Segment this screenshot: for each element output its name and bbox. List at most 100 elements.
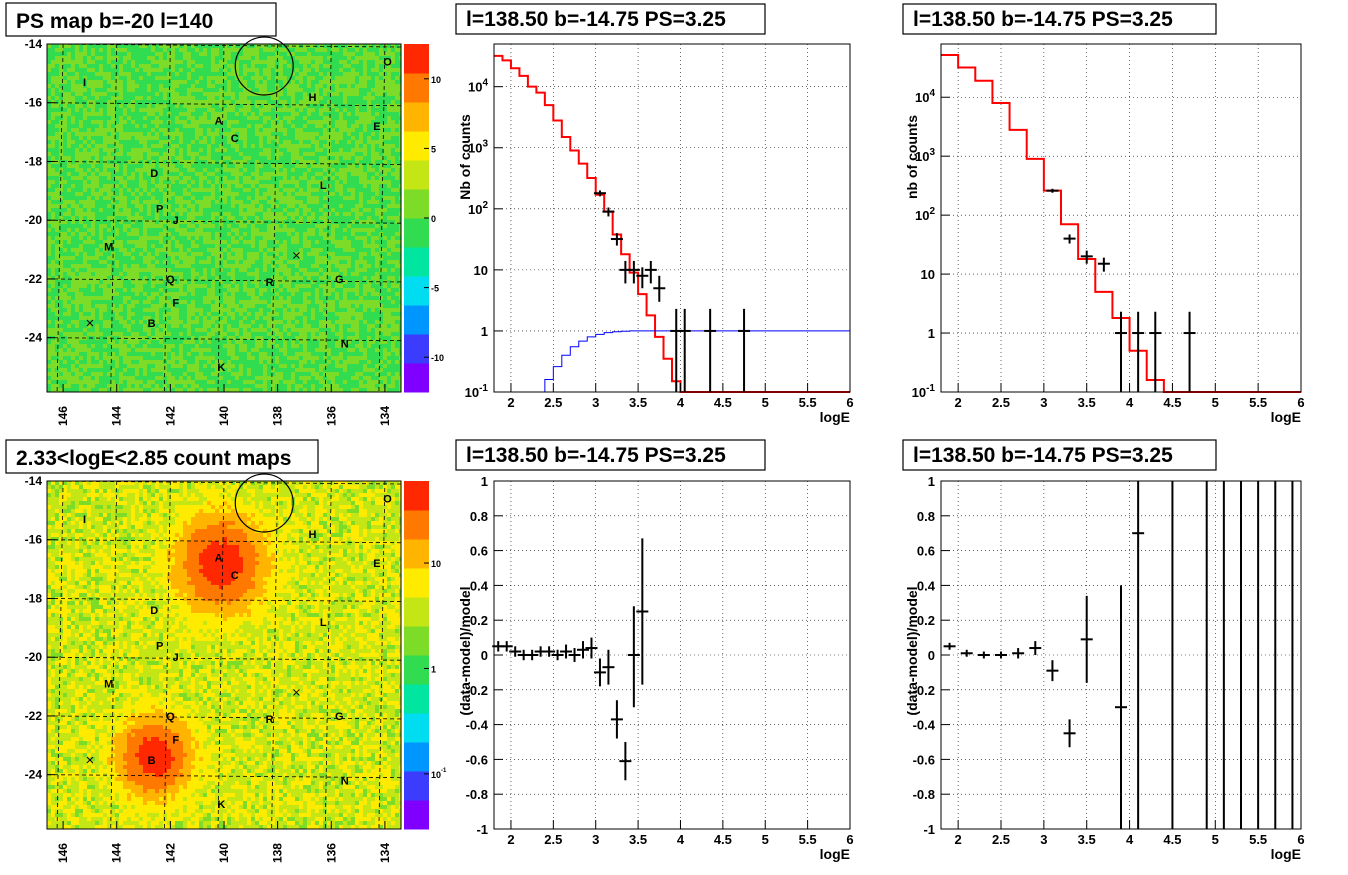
residual-left-data-point bbox=[627, 606, 640, 708]
colorbar-tick-label: 0 bbox=[431, 214, 436, 224]
source-label: K bbox=[217, 362, 225, 374]
residual-left-data-point bbox=[577, 641, 589, 659]
source-label: P bbox=[156, 640, 163, 652]
residual-left-data-point bbox=[526, 649, 539, 661]
colorbar-swatch bbox=[404, 334, 429, 364]
spectrum-right-title-box: l=138.50 b=-14.75 PS=3.25 bbox=[902, 3, 1217, 35]
source-label: M bbox=[104, 679, 113, 691]
residual-right-title-box: l=138.50 b=-14.75 PS=3.25 bbox=[902, 439, 1217, 471]
ps-map-title-box: PS map b=-20 l=140 bbox=[5, 2, 277, 37]
spectrum-right-x-tick-label: 2 bbox=[955, 395, 962, 410]
residual-left-x-tick-label: 2.5 bbox=[544, 832, 562, 847]
spectrum-right-panel: 2 2.5 3 3.5 4 4.5 5 5.5 6 10-1 1 10 102 103 104 logE nb … bbox=[904, 43, 1305, 425]
spectrum-right-x-tick-label: 6 bbox=[1297, 395, 1304, 410]
count-map-pixel-field bbox=[47, 481, 401, 829]
count-map-y-tick-label: -14 bbox=[25, 474, 43, 488]
source-label: A bbox=[215, 115, 223, 127]
colorbar-swatch bbox=[404, 626, 429, 656]
spectrum-left-x-tick-label: 2.5 bbox=[544, 395, 562, 410]
residual-right-y-axis-label: (data-model)/model bbox=[904, 586, 920, 715]
residual-left-title-box: l=138.50 b=-14.75 PS=3.25 bbox=[455, 439, 766, 471]
ps-map-x-tick-label: 136 bbox=[324, 406, 338, 426]
spectrum-left-data-point bbox=[653, 275, 666, 302]
colorbar-tick-label: 1 bbox=[431, 664, 436, 674]
colorbar-swatch bbox=[404, 771, 429, 801]
spectrum-left-y-tick-label: 1 bbox=[481, 324, 488, 339]
ps-map-y-tick-label: -20 bbox=[25, 213, 43, 227]
spectrum-right-x-tick-label: 3 bbox=[1040, 395, 1047, 410]
count-map-x-tick-label: 138 bbox=[271, 843, 285, 863]
spectrum-left-data-point bbox=[636, 267, 649, 289]
residual-right-y-tick-label: -0.4 bbox=[913, 718, 936, 733]
colorbar-swatch bbox=[404, 102, 429, 132]
residual-right-y-tick-label: 0.4 bbox=[917, 578, 936, 593]
ps-map-colorbar: 10 5 0 -5 -10 bbox=[404, 44, 444, 393]
colorbar-swatch bbox=[404, 218, 429, 248]
residual-right-y-tick-label: -1 bbox=[923, 822, 935, 837]
residual-right-x-tick-label: 4.5 bbox=[1163, 832, 1181, 847]
residual-right-data-point bbox=[960, 649, 973, 657]
residual-left-y-tick-label: -0.8 bbox=[466, 787, 488, 802]
spectrum-right-y-tick-label: 10 bbox=[921, 267, 935, 282]
spectrum-left-model-histogram bbox=[494, 54, 850, 393]
residual-left-x-tick-label: 4.5 bbox=[714, 832, 732, 847]
spectrum-left-x-tick-label: 4.5 bbox=[714, 395, 732, 410]
residual-left-data-point bbox=[560, 644, 573, 659]
spectrum-left-data-point bbox=[602, 207, 615, 217]
spectrum-left-y-axis-label: Nb of counts bbox=[457, 114, 473, 200]
colorbar-swatch bbox=[404, 510, 429, 540]
residual-right-y-tick-label: 0.6 bbox=[917, 544, 935, 559]
residual-left-y-tick-label: -0.2 bbox=[466, 683, 488, 698]
spectrum-right-x-tick-label: 5 bbox=[1212, 395, 1219, 410]
residual-right-y-tick-label: -0.8 bbox=[913, 787, 935, 802]
colorbar-swatch bbox=[404, 684, 429, 714]
residual-left-x-tick-label: 2 bbox=[507, 832, 514, 847]
residual-right-data-point bbox=[1080, 595, 1093, 683]
spectrum-right-data-point bbox=[1183, 311, 1196, 392]
spectrum-left-x-tick-label: 3.5 bbox=[629, 395, 647, 410]
source-cross-marker bbox=[86, 756, 94, 764]
count-map-x-tick-label: 146 bbox=[56, 843, 70, 863]
spectrum-right-y-tick-label: 104 bbox=[915, 88, 935, 105]
residual-right-data-point bbox=[995, 651, 1007, 659]
residual-left-data-point bbox=[568, 648, 581, 662]
colorbar-swatch bbox=[404, 655, 429, 685]
source-label: C bbox=[231, 570, 239, 582]
source-label: J bbox=[173, 215, 179, 227]
residual-left-y-tick-label: 0.2 bbox=[470, 613, 488, 628]
residual-right-data-point bbox=[943, 642, 956, 650]
source-label: B bbox=[148, 318, 156, 330]
residual-right-x-tick-label: 4 bbox=[1126, 832, 1134, 847]
spectrum-left-title-box: l=138.50 b=-14.75 PS=3.25 bbox=[455, 3, 766, 35]
spectrum-right-x-tick-label: 5.5 bbox=[1249, 395, 1267, 410]
residual-left-y-tick-label: 0.4 bbox=[470, 578, 489, 593]
residual-right-x-axis-label: logE bbox=[1271, 846, 1301, 862]
source-label: H bbox=[309, 529, 317, 541]
residual-left-data-point bbox=[500, 641, 513, 652]
spectrum-right-data-point bbox=[1132, 311, 1145, 392]
residual-right-y-tick-label: 0.2 bbox=[917, 613, 935, 628]
spectrum-right-y-tick-label: 1 bbox=[928, 326, 935, 341]
spectrum-right-y-tick-label: 10-1 bbox=[912, 383, 936, 400]
source-label: B bbox=[148, 755, 156, 767]
spectrum-right-title: l=138.50 b=-14.75 PS=3.25 bbox=[913, 8, 1173, 31]
source-cross-marker bbox=[293, 252, 300, 259]
residual-left-y-tick-label: -0.6 bbox=[466, 752, 488, 767]
source-label: K bbox=[217, 799, 225, 811]
spectrum-left-data-point bbox=[627, 260, 640, 284]
residual-left-y-tick-label: -1 bbox=[476, 822, 488, 837]
source-label: Q bbox=[166, 274, 175, 286]
spectrum-right-x-tick-label: 3.5 bbox=[1078, 395, 1096, 410]
spectrum-right-x-axis-label: logE bbox=[1271, 409, 1301, 425]
residual-left-data-point bbox=[551, 649, 564, 661]
source-label: F bbox=[172, 734, 179, 746]
spectrum-left-y-tick-label: 10-1 bbox=[465, 383, 489, 400]
residual-left-data-point bbox=[509, 646, 522, 657]
source-label: E bbox=[373, 558, 380, 570]
colorbar-swatch bbox=[404, 276, 429, 306]
residual-right-x-tick-label: 2 bbox=[955, 832, 962, 847]
residual-right-x-tick-label: 5 bbox=[1212, 832, 1219, 847]
spectrum-right-data-point bbox=[1046, 188, 1059, 193]
count-map-x-tick-label: 136 bbox=[324, 843, 338, 863]
